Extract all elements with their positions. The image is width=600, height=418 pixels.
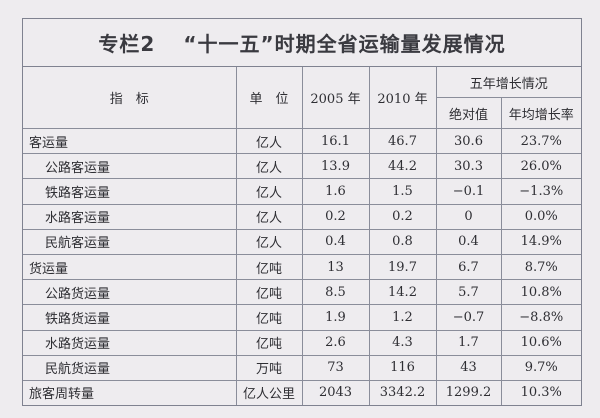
table-row: 民航货运量 万吨 73 116 43 9.7% — [23, 354, 581, 381]
table-row: 公路客运量 亿人 13.9 44.2 30.3 26.0% — [23, 153, 581, 180]
cell-absolute: 0 — [435, 203, 502, 230]
transport-table: 专栏2 “十一五”时期全省运输量发展情况 指 标 单 位 2005 年 2010… — [22, 18, 582, 407]
data-table: 指 标 单 位 2005 年 2010 年 五年增长情况 绝对值 年均增长率 客… — [23, 67, 581, 406]
cell-2010: 1.5 — [368, 178, 437, 205]
cell-rate: −1.3% — [500, 178, 581, 205]
cell-unit: 亿人 — [235, 203, 303, 230]
table-row: 客运量 亿人 16.1 46.7 30.6 23.7% — [23, 127, 581, 155]
header-rate: 年均增长率 — [500, 97, 581, 129]
cell-rate: 10.8% — [500, 279, 581, 306]
title-prefix: 专栏2 — [98, 32, 156, 56]
table-row: 公路货运量 亿吨 8.5 14.2 5.7 10.8% — [23, 279, 581, 306]
cell-2005: 8.5 — [301, 279, 370, 306]
cell-unit: 亿人公里 — [235, 379, 303, 406]
cell-rate: 26.0% — [500, 153, 581, 180]
cell-absolute: −0.7 — [435, 304, 502, 331]
cell-indicator: 铁路货运量 — [23, 304, 237, 331]
table-row: 水路客运量 亿人 0.2 0.2 0 0.0% — [23, 203, 581, 230]
cell-absolute: −0.1 — [435, 178, 502, 205]
cell-indicator: 民航货运量 — [23, 354, 237, 381]
cell-absolute: 30.3 — [435, 153, 502, 180]
cell-2005: 0.4 — [301, 228, 370, 255]
cell-indicator: 公路货运量 — [23, 279, 237, 306]
cell-indicator: 旅客周转量 — [23, 379, 237, 406]
cell-indicator: 水路货运量 — [23, 329, 237, 356]
cell-rate: −8.8% — [500, 304, 581, 331]
cell-absolute: 1299.2 — [435, 379, 502, 406]
cell-2005: 13.9 — [301, 153, 370, 180]
cell-2010: 3342.2 — [368, 379, 437, 406]
cell-rate: 8.7% — [500, 253, 581, 281]
header-absolute: 绝对值 — [436, 97, 502, 129]
table-title: 专栏2 “十一五”时期全省运输量发展情况 — [23, 19, 581, 67]
title-text: “十一五”时期全省运输量发展情况 — [183, 32, 506, 56]
cell-unit: 亿人 — [235, 228, 303, 255]
cell-rate: 0.0% — [500, 203, 581, 230]
cell-unit: 万吨 — [235, 354, 303, 381]
header-indicator: 指 标 — [23, 67, 237, 129]
cell-unit: 亿人 — [235, 127, 303, 155]
cell-2010: 44.2 — [368, 153, 437, 180]
cell-rate: 14.9% — [500, 228, 581, 255]
cell-2005: 1.9 — [301, 304, 370, 331]
cell-2005: 13 — [301, 253, 370, 281]
cell-2005: 16.1 — [301, 127, 370, 155]
header-row: 指 标 单 位 2005 年 2010 年 五年增长情况 — [23, 67, 581, 129]
cell-2005: 2043 — [301, 379, 370, 406]
cell-2005: 0.2 — [301, 203, 370, 230]
header-unit: 单 位 — [235, 67, 303, 129]
cell-indicator: 客运量 — [23, 127, 237, 155]
table-row: 民航客运量 亿人 0.4 0.8 0.4 14.9% — [23, 228, 581, 255]
cell-unit: 亿人 — [235, 153, 303, 180]
cell-2010: 1.2 — [368, 304, 437, 331]
cell-unit: 亿人 — [235, 178, 303, 205]
cell-rate: 9.7% — [500, 354, 581, 381]
cell-indicator: 铁路客运量 — [23, 178, 237, 205]
cell-2010: 19.7 — [368, 253, 437, 281]
cell-absolute: 30.6 — [435, 127, 502, 155]
cell-2010: 4.3 — [368, 329, 437, 356]
cell-rate: 10.6% — [500, 329, 581, 356]
cell-2010: 0.8 — [368, 228, 437, 255]
cell-absolute: 43 — [435, 354, 502, 381]
cell-unit: 亿吨 — [235, 304, 303, 331]
header-2010: 2010 年 — [368, 67, 437, 129]
table-row: 旅客周转量 亿人公里 2043 3342.2 1299.2 10.3% — [23, 379, 581, 406]
cell-absolute: 0.4 — [435, 228, 502, 255]
cell-2005: 2.6 — [301, 329, 370, 356]
cell-2005: 1.6 — [301, 178, 370, 205]
cell-indicator: 货运量 — [23, 253, 237, 281]
table-row: 铁路货运量 亿吨 1.9 1.2 −0.7 −8.8% — [23, 304, 581, 331]
cell-2010: 46.7 — [368, 127, 437, 155]
cell-2010: 116 — [368, 354, 437, 381]
cell-indicator: 水路客运量 — [23, 203, 237, 230]
cell-rate: 23.7% — [500, 127, 581, 155]
cell-unit: 亿吨 — [235, 279, 303, 306]
table-row: 铁路客运量 亿人 1.6 1.5 −0.1 −1.3% — [23, 178, 581, 205]
subheader-row: 绝对值 年均增长率 — [23, 97, 581, 129]
cell-absolute: 1.7 — [435, 329, 502, 356]
cell-unit: 亿吨 — [235, 329, 303, 356]
cell-2010: 14.2 — [368, 279, 437, 306]
cell-2010: 0.2 — [368, 203, 437, 230]
cell-2005: 73 — [301, 354, 370, 381]
header-2005: 2005 年 — [301, 67, 370, 129]
table-row: 货运量 亿吨 13 19.7 6.7 8.7% — [23, 253, 581, 281]
table-row: 水路货运量 亿吨 2.6 4.3 1.7 10.6% — [23, 329, 581, 356]
header-growth: 五年增长情况 — [435, 67, 581, 98]
cell-unit: 亿吨 — [235, 253, 303, 281]
cell-indicator: 民航客运量 — [23, 228, 237, 255]
cell-rate: 10.3% — [500, 379, 581, 406]
cell-absolute: 6.7 — [435, 253, 502, 281]
cell-absolute: 5.7 — [435, 279, 502, 306]
cell-indicator: 公路客运量 — [23, 153, 237, 180]
